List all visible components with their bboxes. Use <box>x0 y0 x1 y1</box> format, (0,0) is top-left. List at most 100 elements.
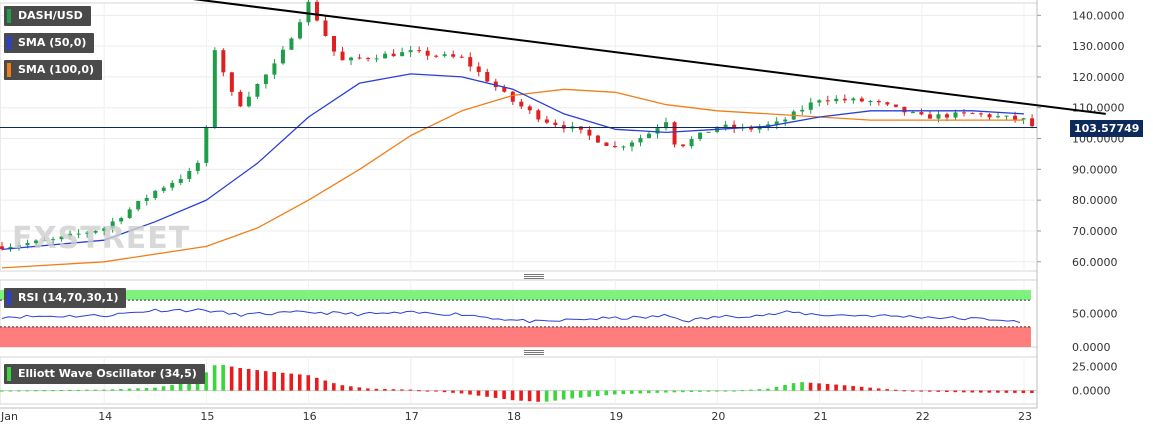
candle-down <box>595 135 600 143</box>
candle-down <box>493 81 498 88</box>
ewo-bar <box>859 386 864 391</box>
ewo-bar <box>332 383 336 391</box>
candle-up <box>161 187 166 191</box>
candle-down <box>561 125 566 129</box>
candle-up <box>910 112 915 114</box>
candle-down <box>842 98 847 101</box>
ewo-bar <box>493 390 498 398</box>
ewo-bar <box>366 388 370 391</box>
ewo-bar <box>876 388 881 391</box>
candle-up <box>204 127 209 163</box>
ewo-bar <box>800 382 804 391</box>
ewo-bar <box>715 390 719 392</box>
rsi-line <box>1 308 1021 324</box>
candle-down <box>970 112 975 114</box>
pane-frame-main <box>0 2 1038 272</box>
candle-up <box>936 114 941 119</box>
candle-up <box>102 228 107 231</box>
candle-down <box>961 112 966 114</box>
ewo-bar <box>127 388 132 391</box>
ewo-bar <box>357 387 362 391</box>
candle-up <box>246 96 251 107</box>
candle-up <box>834 98 839 102</box>
ewo-y-tick-label: 25.0000 <box>1072 361 1118 374</box>
legend-sma50[interactable]: SMA (50,0) <box>4 33 95 53</box>
x-tick-label: 14 <box>98 410 112 423</box>
ewo-bar <box>93 389 98 391</box>
ewo-bar <box>417 390 421 392</box>
candle-up <box>178 178 183 183</box>
candle-down <box>510 91 515 102</box>
ewo-bar <box>212 365 217 391</box>
x-tick-label: Jan <box>0 410 18 423</box>
candle-down <box>578 126 583 130</box>
ewo-bar <box>749 389 753 391</box>
candle-up <box>297 22 302 39</box>
legend-rsi[interactable]: RSI (14,70,30,1) <box>4 288 127 308</box>
ewo-bar <box>263 371 268 391</box>
ewo-bar <box>204 372 208 391</box>
ewo-bar <box>527 390 532 402</box>
candle-up <box>170 182 175 188</box>
rsi-y-tick-label: 50.0000 <box>1072 308 1118 321</box>
x-tick-label: 16 <box>303 410 317 423</box>
ewo-bar <box>476 390 481 396</box>
ewo-bar <box>289 373 294 391</box>
ewo-bar <box>195 379 200 391</box>
ewo-bar <box>825 383 830 391</box>
ewo-bar <box>8 390 13 392</box>
ewo-bar <box>76 389 81 391</box>
ewo-bar <box>544 390 549 402</box>
candle-up <box>306 1 311 23</box>
legend-sma100-label: SMA (100,0) <box>18 63 95 76</box>
legend-rsi-label: RSI (14,70,30,1) <box>18 291 119 304</box>
candle-down <box>314 1 319 21</box>
ewo-bar <box>136 388 140 391</box>
ewo-bar <box>664 390 668 393</box>
ewo-bar <box>119 388 123 391</box>
candle-down <box>1013 115 1018 120</box>
ewo-bar <box>638 390 643 394</box>
candle-up <box>255 84 260 97</box>
ewo-bar <box>953 390 958 393</box>
candle-down <box>451 54 456 57</box>
ewo-bar <box>578 390 583 398</box>
candle-down <box>825 100 830 102</box>
ewo-bar <box>1004 390 1009 393</box>
legend-symbol[interactable]: DASH/USD <box>4 6 91 26</box>
candle-up <box>1004 115 1009 117</box>
ewo-bar <box>272 372 277 391</box>
candle-up <box>68 233 73 237</box>
pane-resize-handle-ewo[interactable] <box>524 350 544 355</box>
y-tick-label: 140.0000 <box>1072 9 1125 22</box>
candle-up <box>144 197 149 202</box>
candle-up <box>51 239 56 241</box>
ewo-bar <box>502 390 506 400</box>
pane-resize-handle-rsi[interactable] <box>524 274 544 279</box>
candle-up <box>655 128 660 134</box>
candle-up <box>374 58 379 60</box>
ewo-bar <box>17 390 21 392</box>
legend-sma100[interactable]: SMA (100,0) <box>4 60 103 80</box>
candle-up <box>757 126 762 130</box>
ewo-bar <box>783 384 787 391</box>
candle-up <box>442 54 447 56</box>
candle-up <box>110 221 115 229</box>
candle-up <box>263 74 268 85</box>
candle-up <box>868 101 873 103</box>
ewo-bar <box>323 380 328 391</box>
candle-up <box>723 124 728 127</box>
candle-up <box>34 240 39 244</box>
candle-down <box>612 145 617 148</box>
candle-down <box>732 124 737 129</box>
legend-ewo[interactable]: Elliott Wave Oscillator (34,5) <box>4 364 205 384</box>
x-tick-label: 22 <box>916 410 930 423</box>
ewo-bar <box>519 390 523 401</box>
candle-down <box>519 101 524 107</box>
rsi-swatch <box>7 291 11 305</box>
rsi-y-tick-label: 0.0000 <box>1072 341 1111 354</box>
x-tick-label: 15 <box>200 410 214 423</box>
ewo-bar <box>102 389 106 391</box>
ewo-bar <box>374 388 379 391</box>
